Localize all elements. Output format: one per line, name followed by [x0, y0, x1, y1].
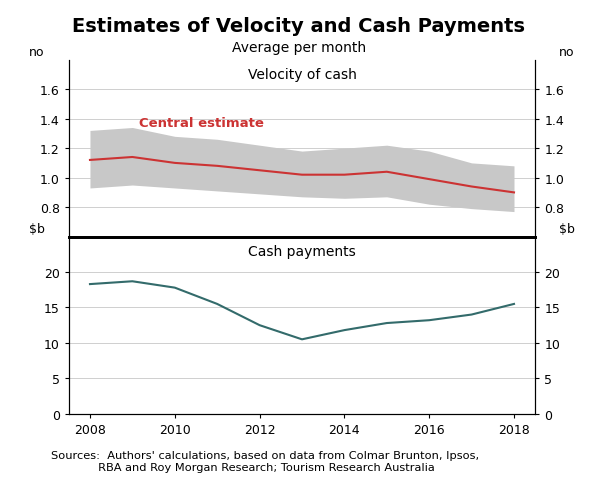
Text: Central estimate: Central estimate	[139, 117, 264, 130]
Text: Cash payments: Cash payments	[248, 244, 356, 258]
Text: Sources:  Authors' calculations, based on data from Colmar Brunton, Ipsos,
     : Sources: Authors' calculations, based on…	[51, 450, 479, 472]
Text: no: no	[29, 46, 45, 59]
Text: Estimates of Velocity and Cash Payments: Estimates of Velocity and Cash Payments	[72, 17, 526, 36]
Text: Average per month: Average per month	[232, 41, 366, 55]
Text: $b: $b	[559, 223, 575, 235]
Text: $b: $b	[29, 223, 45, 235]
Text: Velocity of cash: Velocity of cash	[248, 68, 356, 81]
Text: no: no	[559, 46, 575, 59]
